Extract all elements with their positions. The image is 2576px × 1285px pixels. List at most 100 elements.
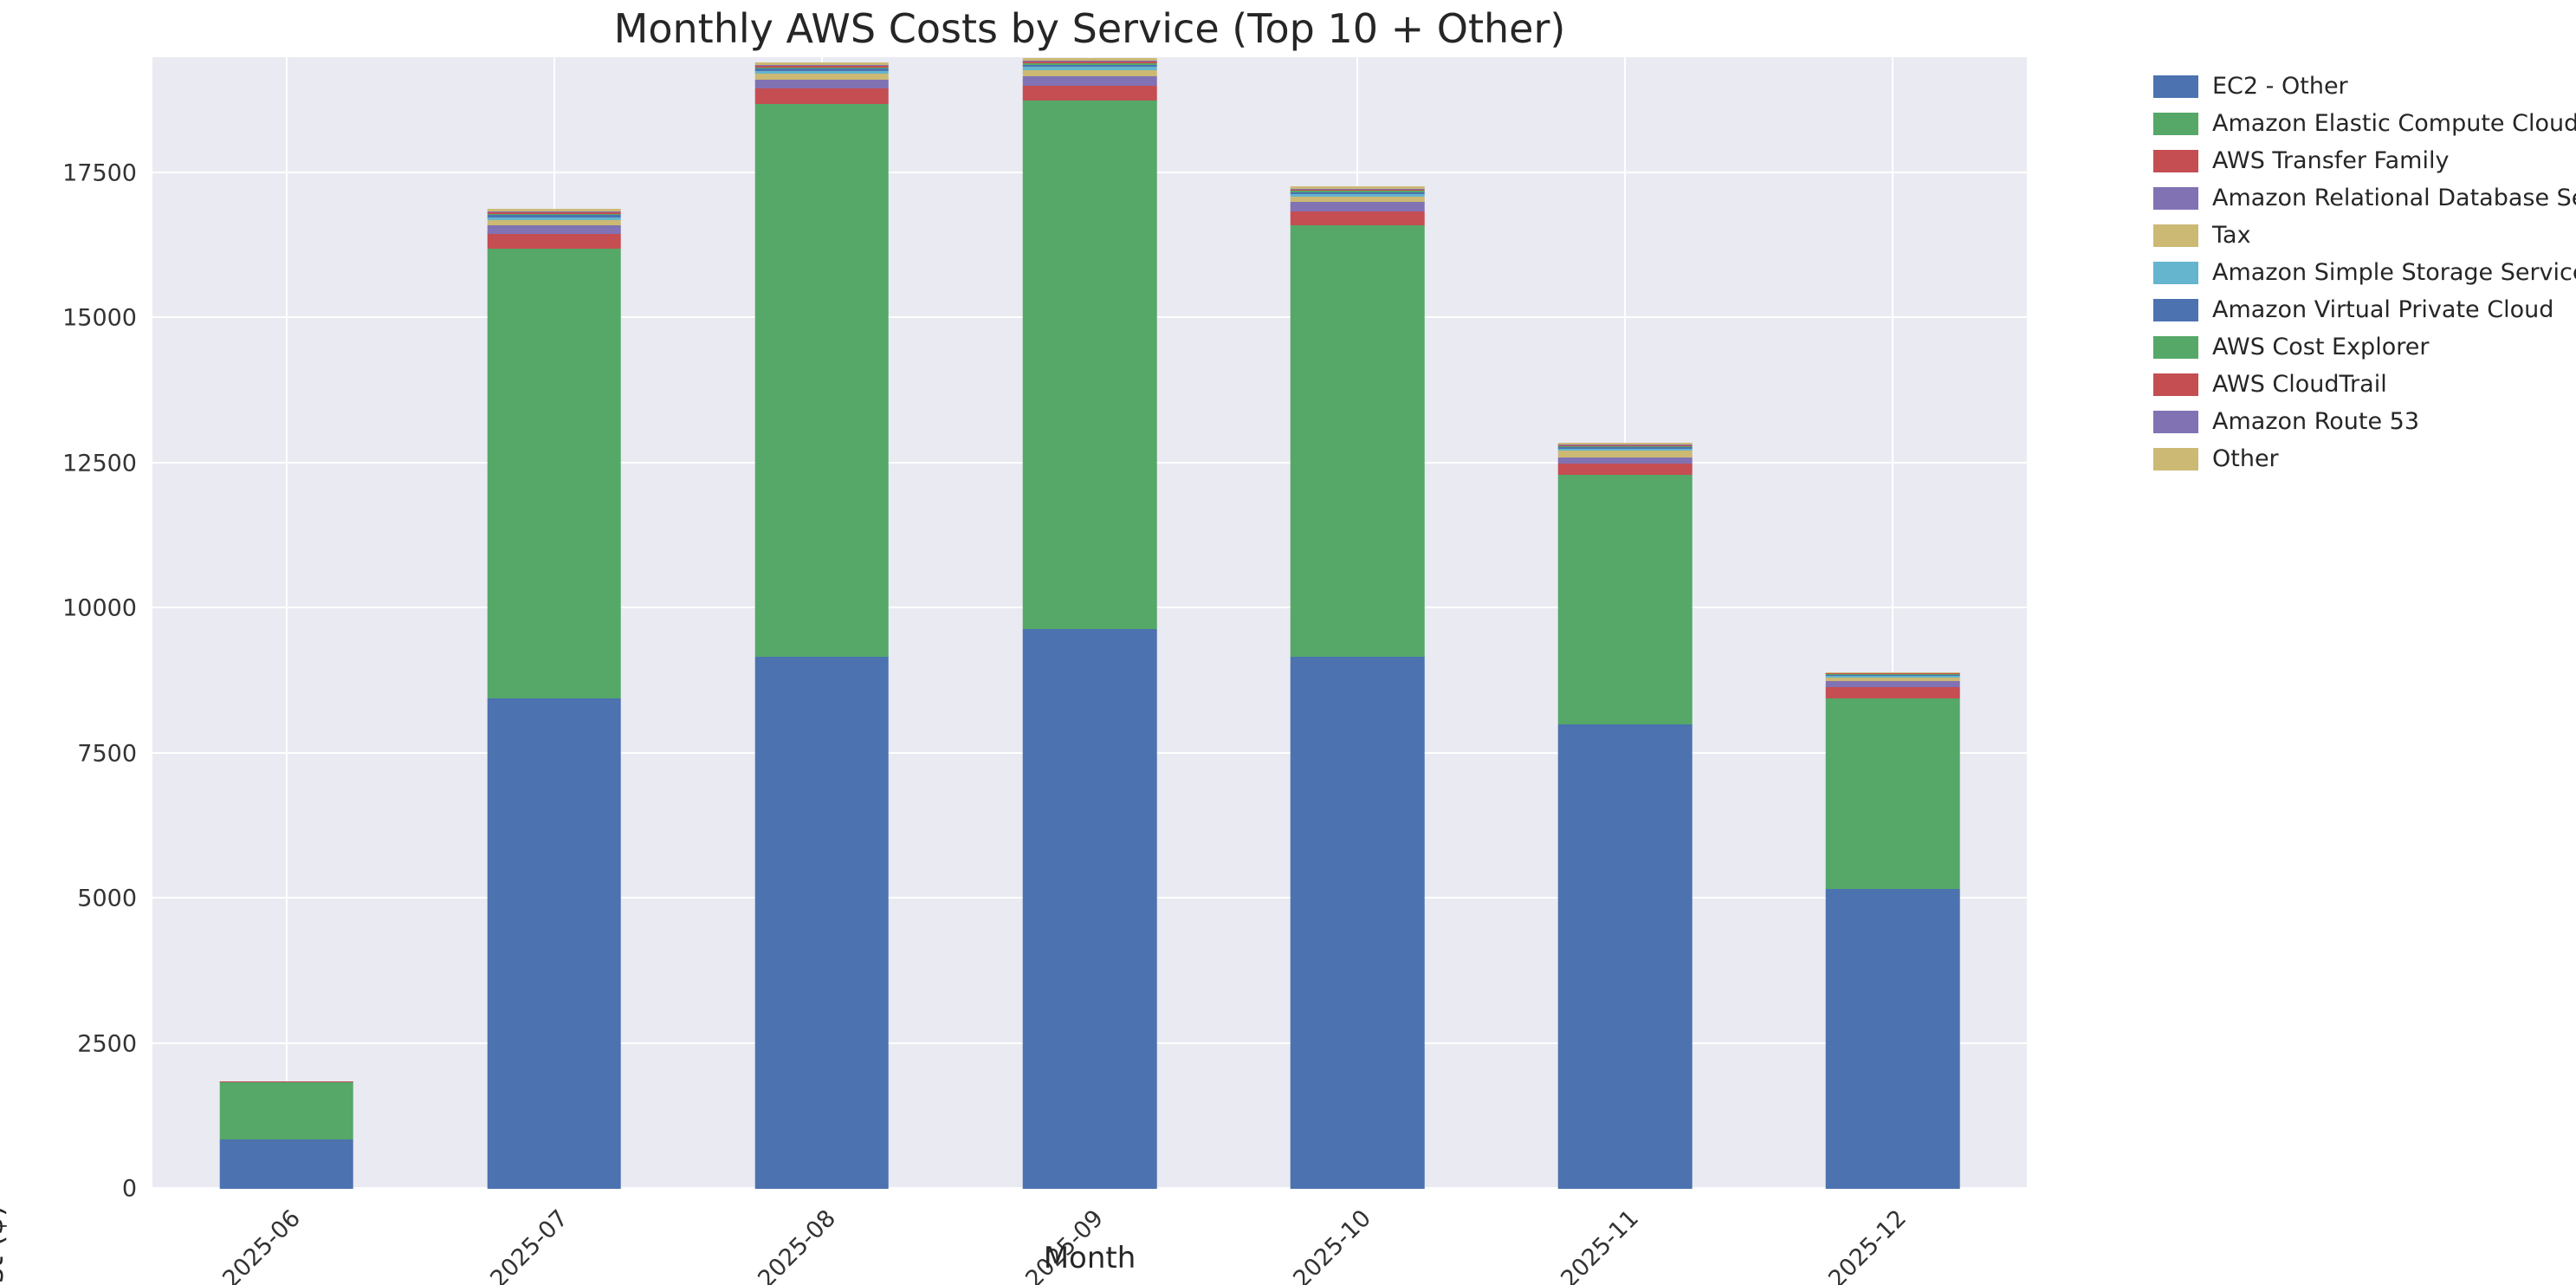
bar-segment <box>1290 211 1425 226</box>
bar-segment <box>754 80 890 89</box>
legend-item: Tax <box>2153 222 2576 249</box>
legend-item: Amazon Route 53 <box>2153 408 2576 435</box>
bar-segment <box>754 103 890 657</box>
legend-item: Amazon Relational Database Service <box>2153 185 2576 211</box>
gridline-vertical <box>1892 57 1894 1189</box>
bar-segment <box>1290 196 1425 203</box>
y-tick-label: 12500 <box>62 450 137 477</box>
legend-label: Tax <box>2212 222 2251 249</box>
bar-segment <box>487 211 621 213</box>
legend-swatch <box>2153 335 2198 359</box>
bar-segment <box>1290 188 1425 191</box>
legend-label: AWS Cost Explorer <box>2212 334 2430 360</box>
legend-label: Amazon Route 53 <box>2212 408 2420 435</box>
bar-segment <box>754 656 890 1189</box>
legend-label: AWS Transfer Family <box>2212 147 2450 174</box>
gridline-vertical <box>285 57 288 1189</box>
y-axis-tick-labels: 0 2500 5000 7500 10000 12500 15000 17500 <box>0 57 137 1202</box>
bar-segment <box>1826 677 1960 681</box>
bar-segment <box>1290 190 1425 191</box>
legend-label: Amazon Virtual Private Cloud <box>2212 296 2554 323</box>
bar-segment <box>1558 463 1693 476</box>
bar-segment <box>1558 443 1693 445</box>
legend-swatch <box>2153 112 2198 135</box>
bar-segment <box>1558 458 1693 464</box>
bar-segment <box>487 212 621 214</box>
bar-stack-2025-10 <box>1290 57 1425 1189</box>
legend-label: AWS CloudTrail <box>2212 371 2387 398</box>
bar-segment <box>1826 672 1960 673</box>
y-tick-label: 17500 <box>62 159 137 187</box>
bar-segment <box>1290 202 1425 211</box>
bar-segment <box>487 215 621 217</box>
bar-segment <box>1290 192 1425 195</box>
legend-item: Amazon Elastic Compute Cloud - Compute <box>2153 110 2576 137</box>
legend-item: Amazon Virtual Private Cloud <box>2153 296 2576 323</box>
bar-segment <box>1558 451 1693 458</box>
legend-item: AWS Transfer Family <box>2153 147 2576 174</box>
y-axis-label: Cost ($) <box>0 1204 10 1285</box>
legend-swatch <box>2153 373 2198 396</box>
chart-title: Monthly AWS Costs by Service (Top 10 + O… <box>613 5 1566 52</box>
legend-swatch <box>2153 149 2198 172</box>
bar-segment <box>1290 186 1425 189</box>
y-tick-label: 10000 <box>62 594 137 622</box>
bar-segment <box>1290 191 1425 193</box>
bar-segment <box>1022 60 1157 62</box>
bar-segment <box>487 219 621 226</box>
bar-segment <box>1558 449 1693 451</box>
bar-segment <box>1290 656 1425 1189</box>
legend-item: Other <box>2153 445 2576 472</box>
bar-segment <box>754 65 890 67</box>
bar-segment <box>754 88 890 104</box>
bar-segment <box>1826 888 1960 1189</box>
bar-segment <box>1826 673 1960 675</box>
plot-area <box>152 57 2027 1189</box>
legend-item: EC2 - Other <box>2153 73 2576 100</box>
bar-stack-2025-08 <box>754 57 890 1189</box>
bar-segment <box>1022 62 1157 63</box>
bar-segment <box>1022 67 1157 70</box>
bar-segment <box>1826 672 1960 674</box>
legend-swatch <box>2153 410 2198 433</box>
bar-segment <box>754 67 890 69</box>
legend-swatch <box>2153 298 2198 321</box>
bar-segment <box>1558 724 1693 1189</box>
y-tick-label: 7500 <box>77 740 137 768</box>
y-tick-label: 5000 <box>77 885 137 912</box>
bar-segment <box>1022 85 1157 101</box>
bar-segment <box>1558 475 1693 725</box>
y-tick-label: 0 <box>121 1175 137 1203</box>
bar-segment <box>754 73 890 81</box>
bar-segment <box>1022 101 1157 629</box>
bar-segment <box>1022 76 1157 86</box>
bar-segment <box>1290 225 1425 657</box>
y-tick-label: 15000 <box>62 304 137 332</box>
bar-segment <box>487 217 621 220</box>
legend-label: EC2 - Other <box>2212 73 2348 100</box>
bar-segment <box>1826 673 1960 674</box>
bar-stack-2025-09 <box>1022 57 1157 1189</box>
legend-swatch <box>2153 186 2198 210</box>
bar-segment <box>1022 69 1157 77</box>
bar-segment <box>487 225 621 235</box>
legend-item: AWS Cost Explorer <box>2153 334 2576 360</box>
bar-segment <box>1558 445 1693 447</box>
bar-stack-2025-07 <box>487 57 621 1189</box>
bar-segment <box>754 70 890 74</box>
bar-segment <box>1826 698 1960 889</box>
legend-swatch <box>2153 447 2198 471</box>
bar-segment <box>1558 447 1693 450</box>
bar-segment <box>754 68 890 71</box>
bar-segment <box>487 209 621 211</box>
bar-segment <box>487 698 621 1189</box>
bar-segment <box>487 249 621 699</box>
bar-segment <box>487 213 621 216</box>
bar-segment <box>1826 681 1960 687</box>
bar-segment <box>1022 628 1157 1189</box>
x-axis-label: Month <box>1043 1241 1136 1275</box>
y-tick-label: 2500 <box>77 1030 137 1058</box>
bar-segment <box>1022 62 1157 65</box>
bar-segment <box>219 1081 353 1140</box>
